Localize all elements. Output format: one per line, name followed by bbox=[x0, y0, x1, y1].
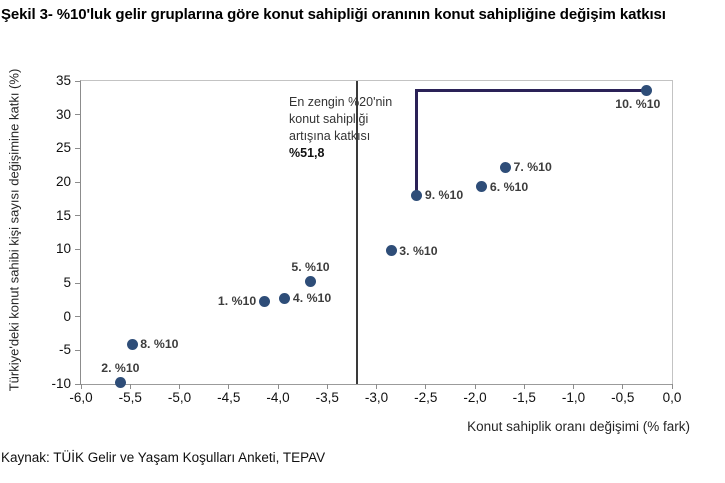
x-tick-label: -3,5 bbox=[315, 390, 339, 405]
x-tick-mark bbox=[425, 384, 427, 389]
x-tick-label: -6,0 bbox=[69, 390, 93, 405]
x-tick-mark bbox=[228, 384, 230, 389]
y-tick-label: 35 bbox=[55, 73, 71, 88]
x-tick-mark bbox=[474, 384, 476, 389]
data-point-label: 6. %10 bbox=[489, 179, 529, 194]
data-point bbox=[258, 295, 270, 307]
x-tick-mark bbox=[277, 384, 279, 389]
y-tick-label: 5 bbox=[63, 275, 71, 290]
data-point bbox=[126, 338, 138, 350]
y-tick-label: -10 bbox=[51, 376, 71, 391]
annotation-line: En zengin %20'nin bbox=[289, 95, 393, 109]
bracket-horizontal-line bbox=[415, 88, 648, 92]
source-note: Kaynak: TÜİK Gelir ve Yaşam Koşulları An… bbox=[1, 450, 326, 465]
annotation-line: konut sahipliği bbox=[289, 112, 369, 126]
x-tick-label: 0,0 bbox=[662, 390, 682, 405]
x-tick-label: -5,0 bbox=[167, 390, 192, 405]
data-point-label: 10. %10 bbox=[615, 97, 661, 112]
y-tick-label: 20 bbox=[55, 174, 71, 189]
bracket-vertical-line bbox=[415, 88, 419, 194]
data-point-label: 8. %10 bbox=[140, 337, 179, 352]
x-tick-label: -2,0 bbox=[463, 390, 487, 405]
x-tick-mark bbox=[622, 384, 624, 389]
y-tick-mark bbox=[75, 114, 81, 116]
y-tick-mark bbox=[75, 282, 81, 284]
y-tick-mark bbox=[75, 147, 81, 149]
data-point bbox=[279, 292, 291, 304]
annotation-line: artışına katkısı bbox=[289, 129, 371, 143]
data-point-label: 7. %10 bbox=[513, 160, 552, 175]
annotation: En zengin %20'nin konut sahipliği artışına… bbox=[289, 94, 392, 162]
x-tick-mark bbox=[671, 384, 673, 389]
figure-title: Şekil 3- %10'luk gelir gruplarına göre k… bbox=[1, 6, 666, 23]
y-tick-label: 10 bbox=[55, 241, 71, 257]
y-tick-label: -5 bbox=[58, 342, 71, 358]
data-point bbox=[385, 245, 397, 257]
data-point bbox=[411, 189, 423, 201]
y-tick-mark bbox=[75, 316, 81, 318]
reference-line bbox=[355, 81, 358, 384]
x-tick-label: -4,5 bbox=[217, 390, 241, 405]
y-tick-label: 0 bbox=[63, 308, 71, 324]
x-tick-mark bbox=[80, 384, 82, 389]
x-tick-mark bbox=[376, 384, 377, 389]
data-point bbox=[305, 276, 316, 288]
y-tick-mark bbox=[75, 383, 81, 385]
data-point-label: 2. %10 bbox=[101, 360, 140, 375]
x-tick-mark bbox=[573, 384, 574, 389]
data-point-label: 3. %10 bbox=[399, 243, 438, 258]
y-tick-mark bbox=[75, 80, 81, 82]
x-tick-label: -0,5 bbox=[611, 390, 635, 405]
y-tick-mark bbox=[75, 181, 81, 183]
data-point-label: 5. %10 bbox=[291, 259, 330, 274]
y-tick-mark bbox=[75, 349, 81, 351]
data-point-label: 4. %10 bbox=[292, 291, 332, 306]
data-point bbox=[640, 84, 652, 96]
annotation-value: %51,8 bbox=[289, 146, 325, 160]
y-tick-mark bbox=[75, 248, 81, 250]
data-point-label: 1. %10 bbox=[217, 294, 257, 309]
data-point bbox=[476, 181, 488, 193]
data-point bbox=[114, 377, 126, 389]
x-tick-mark bbox=[523, 384, 525, 389]
x-axis-title: Konut sahiplik oranı değişimi (% fark) bbox=[467, 419, 690, 434]
data-point-label: 9. %10 bbox=[424, 188, 464, 203]
y-tick-label: 15 bbox=[55, 207, 71, 223]
y-tick-label: 30 bbox=[55, 106, 71, 122]
x-tick-label: -1,5 bbox=[512, 390, 536, 405]
x-tick-label: -3,0 bbox=[364, 390, 389, 405]
data-point bbox=[500, 161, 512, 173]
x-tick-label: -5,5 bbox=[118, 390, 142, 405]
x-tick-label: -4,0 bbox=[266, 390, 290, 405]
y-tick-label: 25 bbox=[55, 140, 71, 156]
x-tick-mark bbox=[129, 384, 131, 389]
x-tick-label: -2,5 bbox=[414, 390, 438, 405]
x-tick-mark bbox=[179, 384, 180, 389]
x-tick-mark bbox=[326, 384, 328, 389]
x-tick-label: -1,0 bbox=[561, 390, 586, 405]
y-tick-mark bbox=[75, 215, 81, 217]
plot-area: En zengin %20'nin konut sahipliği artışına… bbox=[51, 73, 681, 405]
